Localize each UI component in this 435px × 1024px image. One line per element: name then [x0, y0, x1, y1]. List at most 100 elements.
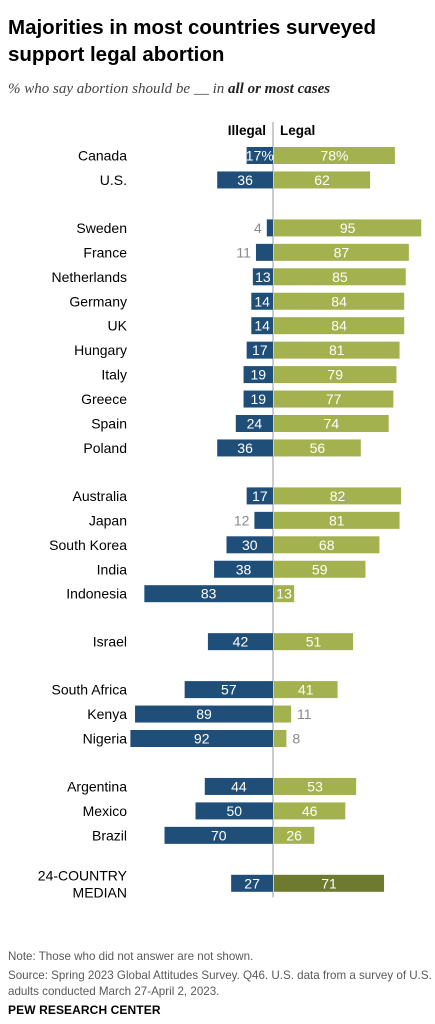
bar-legal-germany: [274, 292, 405, 310]
value-label-illegal-kenya: 89: [196, 706, 212, 722]
bar-illegal-australia: [246, 487, 273, 505]
chart-source: Source: Spring 2023 Global Attitudes Sur…: [8, 969, 432, 998]
value-label-illegal-south-africa: 57: [221, 682, 237, 698]
value-label-legal-india: 59: [312, 561, 328, 577]
value-label-illegal-greece: 19: [250, 391, 266, 407]
bar-illegal-italy: [243, 366, 273, 384]
bar-legal-japan: [274, 511, 400, 529]
value-label-legal-israel: 51: [306, 634, 322, 650]
bar-illegal-hungary: [246, 341, 273, 359]
value-label-legal-japan: 81: [329, 512, 345, 528]
bar-legal-australia: [274, 487, 402, 505]
category-label-south-korea: South Korea: [49, 537, 127, 553]
bar-illegal-france: [255, 243, 273, 261]
diverging-bar-chart: Illegal Legal Canada 17% 78% U.S. 36 62 Sweden 4 9…: [38, 122, 422, 900]
bar-legal-poland: [274, 439, 361, 457]
category-label-argentina: Argentina: [67, 778, 127, 794]
bar-illegal-india: [214, 560, 273, 578]
bar-legal-france: [274, 243, 409, 261]
value-label-legal-canada: 78%: [320, 148, 348, 164]
value-label-illegal-south-korea: 30: [242, 537, 258, 553]
value-label-legal-italy: 79: [327, 367, 343, 383]
value-label-legal-south-korea: 68: [319, 537, 335, 553]
category-label-france: France: [83, 244, 127, 260]
value-label-legal-poland: 56: [310, 440, 326, 456]
bar-legal-mexico: [274, 802, 346, 820]
category-label-germany: Germany: [69, 293, 127, 309]
value-label-legal-hungary: 81: [329, 342, 345, 358]
value-label-legal-sweden: 95: [340, 220, 356, 236]
bar-illegal-netherlands: [252, 268, 273, 286]
category-label-italy: Italy: [101, 367, 127, 383]
category-label-24-country-median-line2: MEDIAN: [73, 884, 127, 900]
value-label-legal-nigeria: 8: [292, 731, 300, 747]
bar-illegal-south-korea: [226, 536, 273, 554]
value-label-illegal-24-country-median: 27: [244, 875, 260, 891]
category-label-india: India: [97, 561, 128, 577]
bar-legal-italy: [274, 366, 397, 384]
value-label-legal-australia: 82: [330, 488, 346, 504]
value-label-illegal-poland: 36: [237, 440, 253, 456]
value-label-illegal-france: 11: [236, 244, 251, 260]
value-label-legal-u-s: 62: [314, 172, 330, 188]
category-label-israel: Israel: [93, 634, 127, 650]
value-label-illegal-sweden: 4: [254, 220, 262, 236]
bar-legal-south-korea: [274, 536, 380, 554]
bar-illegal-uk: [251, 317, 273, 335]
value-label-legal-netherlands: 85: [332, 269, 348, 285]
bar-illegal-mexico: [195, 802, 273, 820]
bar-illegal-japan: [254, 511, 273, 529]
category-label-mexico: Mexico: [83, 803, 128, 819]
bar-legal-canada: [274, 147, 395, 164]
bar-illegal-germany: [251, 292, 273, 310]
bar-legal-israel: [274, 633, 354, 651]
chart-title: Majorities in most countries surveyed su…: [8, 16, 376, 66]
category-label-netherlands: Netherlands: [52, 269, 128, 285]
bar-illegal-kenya: [135, 705, 273, 723]
subtitle-prefix: % who say abortion should be __ in: [8, 81, 228, 97]
category-label-greece: Greece: [81, 391, 127, 407]
category-label-south-africa: South Africa: [52, 682, 128, 698]
bar-illegal-brazil: [164, 826, 273, 844]
category-label-u-s: U.S.: [100, 172, 127, 188]
bar-legal-netherlands: [274, 268, 406, 286]
category-label-poland: Poland: [83, 440, 127, 456]
value-label-legal-south-africa: 41: [298, 682, 314, 698]
legend-legal: Legal: [280, 123, 315, 138]
value-label-illegal-canada: 17%: [246, 148, 274, 164]
category-label-nigeria: Nigeria: [83, 731, 128, 747]
bar-legal-uk: [274, 317, 405, 335]
bar-legal-sweden: [274, 219, 422, 237]
category-label-australia: Australia: [73, 488, 128, 504]
value-label-illegal-brazil: 70: [211, 827, 227, 843]
bar-illegal-greece: [243, 390, 273, 408]
category-label-brazil: Brazil: [92, 827, 127, 843]
category-label-sweden: Sweden: [76, 220, 127, 236]
value-label-illegal-italy: 19: [250, 367, 266, 383]
value-label-illegal-spain: 24: [247, 416, 263, 432]
value-label-legal-greece: 77: [326, 391, 342, 407]
bar-legal-south-africa: [274, 681, 338, 699]
bar-illegal-indonesia: [144, 585, 273, 603]
value-label-legal-mexico: 46: [302, 803, 318, 819]
bar-illegal-24-country-median: [231, 874, 273, 892]
category-label-japan: Japan: [89, 512, 127, 528]
bar-legal-hungary: [274, 341, 400, 359]
bar-illegal-spain: [235, 415, 273, 432]
category-label-indonesia: Indonesia: [66, 586, 127, 602]
value-label-illegal-mexico: 50: [226, 803, 242, 819]
value-label-illegal-argentina: 44: [231, 778, 247, 794]
legend-illegal: Illegal: [228, 123, 266, 138]
category-label-24-country-median: 24-COUNTRY: [38, 867, 128, 883]
bar-illegal-sweden: [266, 219, 273, 237]
bar-illegal-canada: [246, 147, 273, 164]
value-label-legal-brazil: 26: [286, 827, 302, 843]
bar-illegal-argentina: [204, 777, 273, 795]
chart-note: Note: Those who did not answer are not s…: [8, 950, 254, 963]
bar-legal-spain: [274, 415, 389, 432]
value-label-illegal-israel: 42: [233, 634, 249, 650]
value-label-legal-france: 87: [334, 244, 350, 260]
bar-legal-u-s: [274, 171, 371, 189]
value-label-legal-kenya: 11: [297, 706, 312, 722]
value-label-legal-uk: 84: [331, 318, 347, 334]
